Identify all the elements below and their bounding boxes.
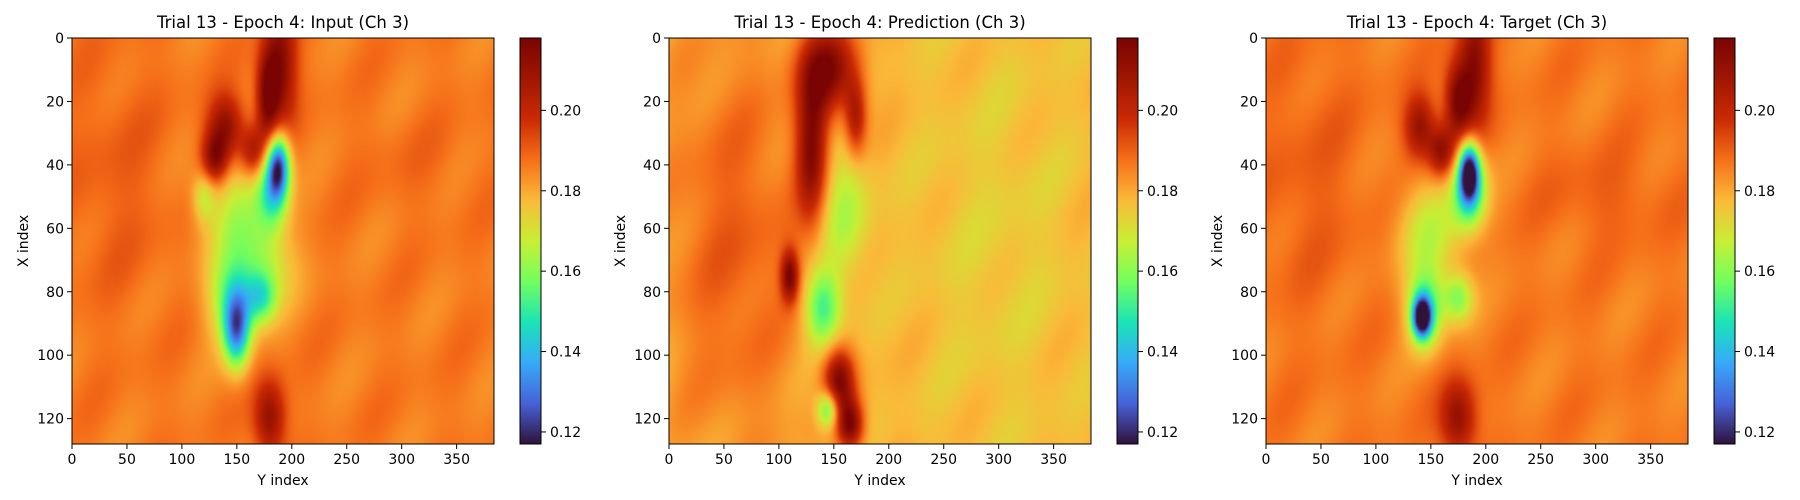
colorbar-tick-label: 0.16 [1147, 264, 1178, 280]
x-tick-label: 300 [985, 452, 1012, 468]
colorbar-tick-label: 0.18 [1147, 184, 1178, 200]
x-tick-label: 100 [169, 452, 196, 468]
heatmap-image [1266, 38, 1688, 444]
y-axis-label: X index [16, 215, 32, 267]
colorbar-tick-label: 0.14 [1147, 345, 1178, 361]
x-tick-label: 200 [1472, 452, 1499, 468]
colorbar-tick-label: 0.16 [550, 264, 581, 280]
y-tick-label: 20 [1240, 94, 1258, 110]
x-tick-label: 150 [1417, 452, 1444, 468]
x-tick-label: 150 [223, 452, 250, 468]
y-tick-label: 60 [46, 221, 64, 237]
y-tick-label: 100 [1231, 348, 1258, 364]
y-tick-label: 80 [46, 285, 64, 301]
x-tick-label: 50 [1312, 452, 1330, 468]
y-tick-label: 0 [1249, 31, 1258, 47]
y-tick-label: 20 [46, 94, 64, 110]
x-tick-label: 350 [1637, 452, 1664, 468]
colorbar-tick-label: 0.12 [1744, 425, 1775, 441]
y-tick-label: 120 [1231, 412, 1258, 428]
panel-title: Trial 13 - Epoch 4: Prediction (Ch 3) [733, 13, 1025, 32]
x-tick-label: 300 [388, 452, 415, 468]
y-axis-label: X index [613, 215, 629, 267]
y-tick-label: 100 [37, 348, 64, 364]
x-axis-label: Y index [256, 473, 308, 489]
colorbar-tick-label: 0.12 [550, 425, 581, 441]
heatmap-panel-3: Trial 13 - Epoch 4: Target (Ch 3) 0 50 100 1… [1210, 13, 1775, 489]
colorbar [1713, 37, 1736, 445]
colorbar-tick-label: 0.18 [1744, 184, 1775, 200]
heatmap-panel-1: Trial 13 - Epoch 4: Input (Ch 3) 0 50 100 15… [16, 13, 581, 489]
y-tick-label: 80 [1240, 285, 1258, 301]
panel-title: Trial 13 - Epoch 4: Input (Ch 3) [156, 13, 409, 32]
x-tick-label: 200 [875, 452, 902, 468]
y-tick-label: 40 [643, 158, 661, 174]
y-tick-label: 0 [55, 31, 64, 47]
colorbar [519, 37, 542, 445]
x-tick-label: 100 [766, 452, 793, 468]
x-tick-label: 250 [930, 452, 957, 468]
y-tick-label: 60 [1240, 221, 1258, 237]
colorbar [1116, 37, 1139, 445]
y-tick-label: 80 [643, 285, 661, 301]
colorbar-tick-label: 0.20 [550, 103, 581, 119]
colorbar-tick-label: 0.18 [550, 184, 581, 200]
y-tick-label: 120 [634, 412, 661, 428]
x-tick-label: 200 [278, 452, 305, 468]
y-tick-label: 40 [46, 158, 64, 174]
y-tick-label: 100 [634, 348, 661, 364]
heatmap-image [669, 38, 1091, 444]
x-tick-label: 300 [1582, 452, 1609, 468]
y-tick-label: 40 [1240, 158, 1258, 174]
x-tick-label: 0 [1262, 452, 1271, 468]
axes-frame [668, 37, 1092, 445]
x-tick-label: 250 [1527, 452, 1554, 468]
y-tick-label: 120 [37, 412, 64, 428]
colorbar-tick-label: 0.20 [1744, 103, 1775, 119]
x-tick-label: 350 [1040, 452, 1067, 468]
colorbar-tick-label: 0.12 [1147, 425, 1178, 441]
x-tick-label: 250 [333, 452, 360, 468]
heatmap-panel-2: Trial 13 - Epoch 4: Prediction (Ch 3) 0 50… [613, 13, 1178, 489]
x-axis-label: Y index [853, 473, 905, 489]
heatmap-image [72, 38, 494, 444]
x-tick-label: 150 [820, 452, 847, 468]
x-tick-label: 0 [68, 452, 77, 468]
y-tick-label: 60 [643, 221, 661, 237]
x-tick-label: 50 [118, 452, 136, 468]
axes-frame [1265, 37, 1689, 445]
x-axis-label: Y index [1450, 473, 1502, 489]
y-tick-label: 20 [643, 94, 661, 110]
x-tick-label: 0 [665, 452, 674, 468]
x-tick-label: 50 [715, 452, 733, 468]
colorbar-tick-label: 0.14 [1744, 345, 1775, 361]
colorbar-tick-label: 0.20 [1147, 103, 1178, 119]
panel-title: Trial 13 - Epoch 4: Target (Ch 3) [1346, 13, 1607, 32]
colorbar-tick-label: 0.16 [1744, 264, 1775, 280]
x-tick-label: 100 [1363, 452, 1390, 468]
y-axis-label: X index [1210, 215, 1226, 267]
colorbar-tick-label: 0.14 [550, 345, 581, 361]
axes-frame [71, 37, 495, 445]
y-tick-label: 0 [652, 31, 661, 47]
x-tick-label: 350 [443, 452, 470, 468]
